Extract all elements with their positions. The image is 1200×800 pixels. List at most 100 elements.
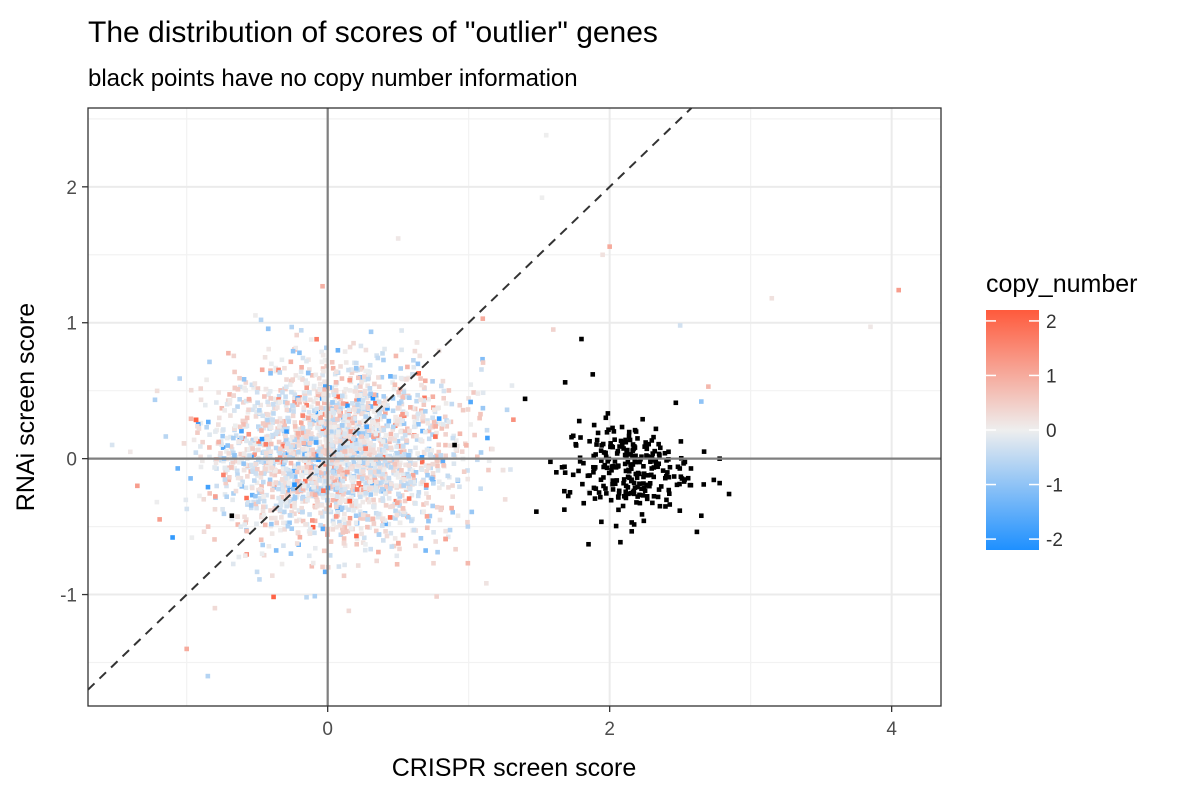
data-point [358,526,364,531]
data-point [573,441,579,447]
data-point [363,347,369,353]
data-point [614,451,620,456]
data-point [647,481,653,486]
x-axis-title: CRISPR screen score [392,754,637,782]
data-point [347,498,353,504]
data-point [407,448,413,454]
data-point [374,558,379,564]
data-point [341,498,347,503]
data-point [430,432,435,437]
data-point [324,440,329,446]
data-point [245,409,251,415]
data-point [412,419,418,425]
data-point [260,542,266,548]
data-point [205,419,211,425]
data-point [170,535,175,540]
data-point [236,554,242,560]
data-point [373,488,379,493]
data-point [639,486,644,492]
data-point [349,401,355,406]
data-point [393,353,399,359]
data-points [109,132,902,679]
data-point [313,437,319,442]
data-point [236,439,241,445]
data-point [292,420,298,425]
data-point [422,395,427,401]
data-point [372,404,377,410]
data-point [401,389,407,395]
data-point [235,514,240,519]
data-point [548,459,553,465]
data-point [434,430,439,436]
data-point [634,475,640,480]
data-point [330,365,336,371]
data-point [376,511,381,517]
data-point [283,475,288,481]
data-point [428,465,433,471]
data-point [386,418,392,424]
data-point [303,437,309,442]
data-point [250,446,255,451]
data-point [191,437,197,443]
data-point [289,474,295,479]
data-point [400,411,405,417]
data-point [610,425,615,431]
legend-tick-label: -1 [1046,476,1063,497]
data-point [351,433,357,439]
data-point [319,349,324,355]
data-point [438,453,444,458]
data-point [212,537,217,542]
data-point [604,491,609,496]
data-point [195,430,200,435]
data-point [232,426,237,431]
data-point [392,436,397,441]
data-point [459,449,465,454]
data-point [323,421,329,427]
data-point [478,411,483,417]
data-point [397,462,402,468]
data-point [338,438,343,444]
data-point [243,553,248,558]
data-point [333,473,339,479]
data-point [340,425,346,431]
data-point [226,477,232,483]
data-point [390,424,396,430]
data-point [307,512,312,517]
data-point [641,464,646,469]
data-point [302,395,308,401]
data-point [450,509,456,515]
data-point [346,448,352,454]
data-point [446,485,451,490]
data-point [434,458,440,464]
data-point [626,467,631,473]
data-point [405,481,411,486]
data-point [410,372,415,377]
data-point [252,441,258,447]
data-point [631,522,637,527]
data-point [254,521,259,527]
data-point [261,471,267,476]
data-point [353,501,358,507]
data-point [289,526,295,532]
data-point [368,440,373,446]
data-point [337,483,343,488]
data-point [346,490,351,495]
data-point [297,399,302,405]
data-point [413,445,418,451]
data-point [341,540,347,546]
data-point [338,459,344,465]
data-point [285,400,290,406]
data-point [416,371,421,376]
data-point [726,491,732,497]
data-point [425,420,431,426]
data-point [269,531,275,536]
data-point [361,418,367,424]
data-point [657,503,663,509]
data-point [375,355,381,361]
data-point [304,470,309,475]
data-point [411,475,416,480]
data-point [411,364,417,370]
data-point [387,515,393,520]
data-point [270,420,275,426]
data-point [357,516,363,521]
